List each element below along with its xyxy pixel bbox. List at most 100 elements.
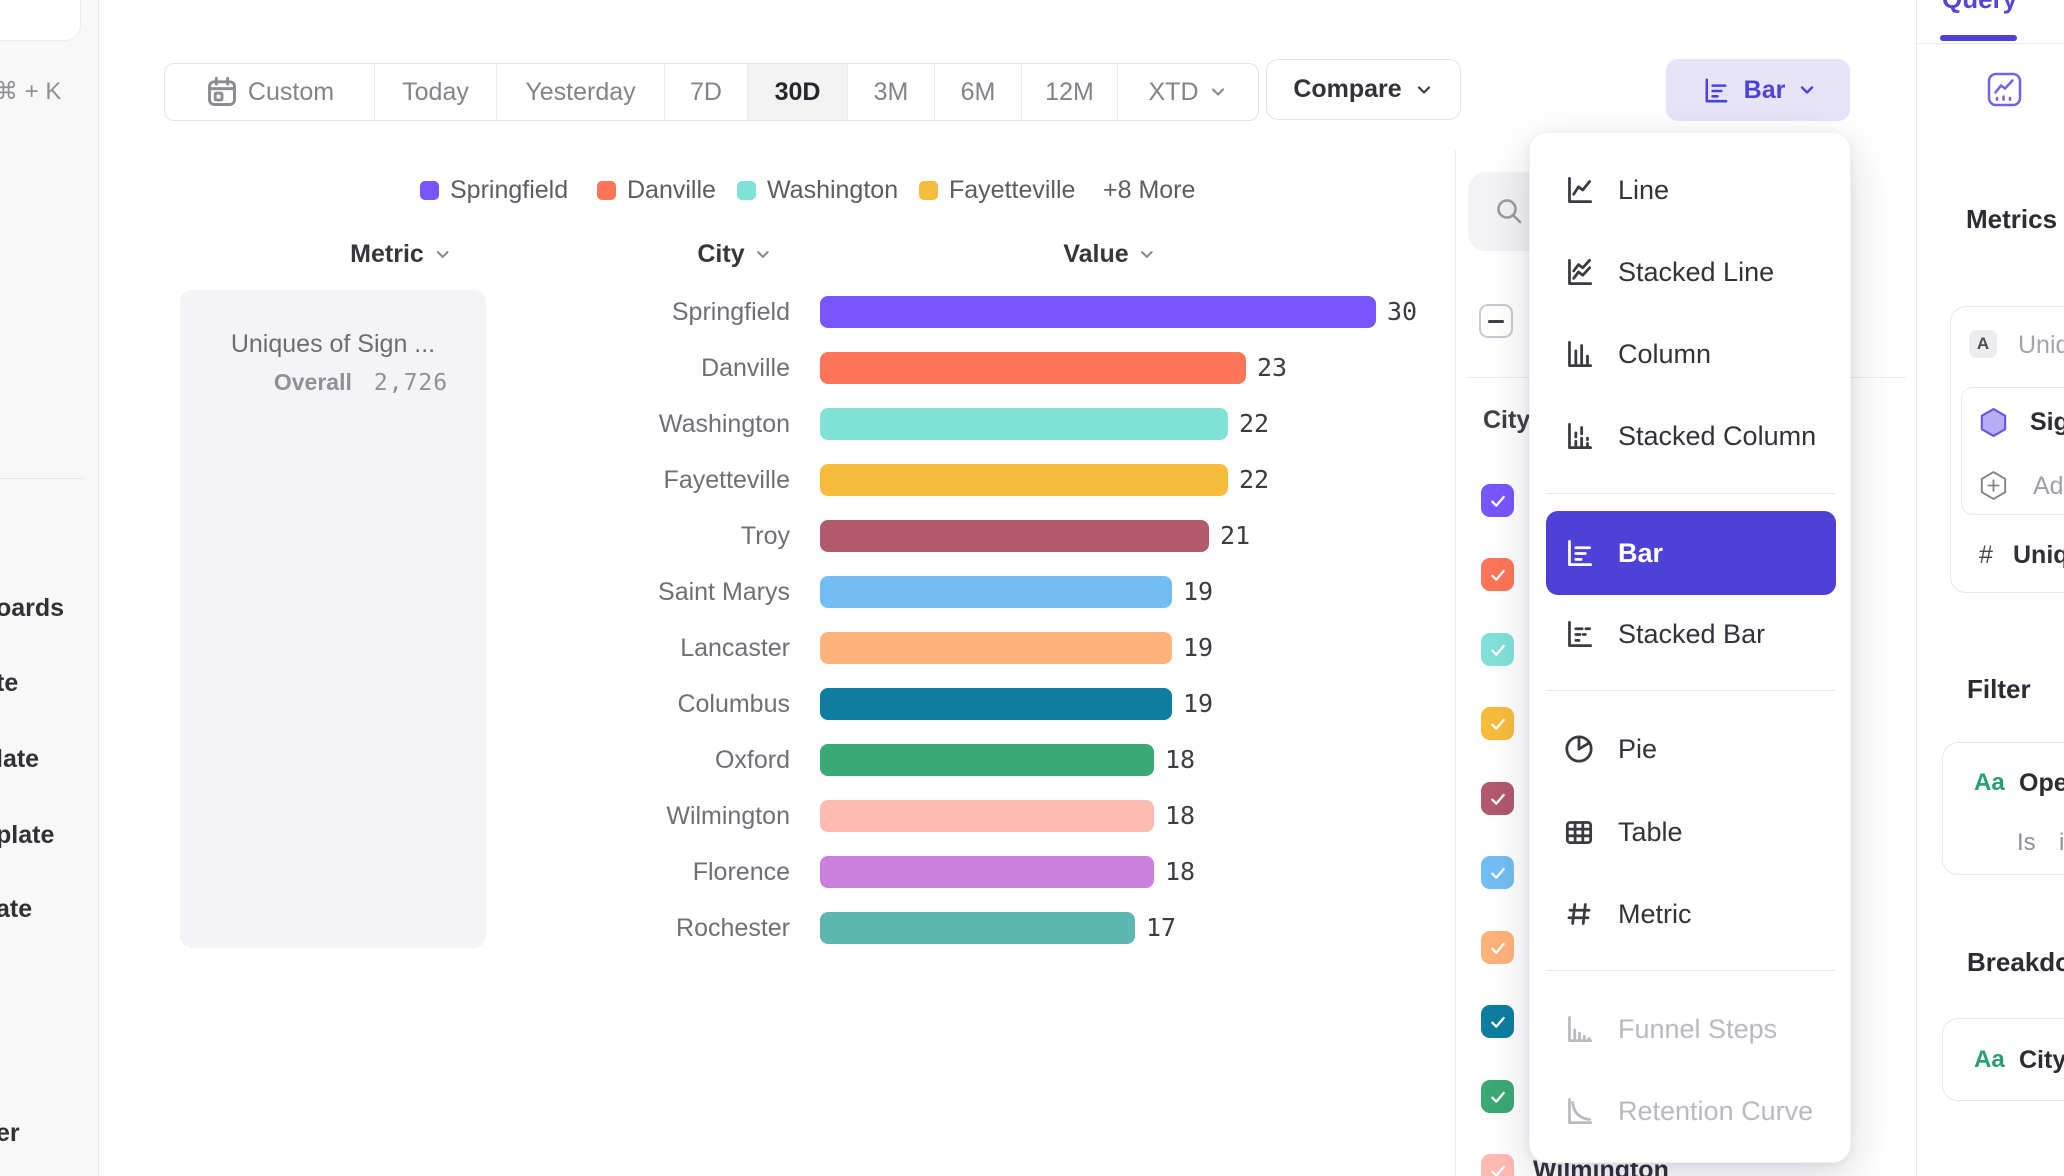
check-icon <box>1490 942 1505 954</box>
date-range-label: Yesterday <box>525 77 636 106</box>
bar[interactable] <box>820 352 1246 384</box>
menu-item-column[interactable]: Column <box>1530 313 1850 395</box>
legend-item[interactable]: Washington <box>737 176 898 205</box>
date-range-custom[interactable]: Custom <box>165 64 374 120</box>
sidebar-divider <box>0 478 83 479</box>
series-checkbox[interactable] <box>1481 633 1514 666</box>
insights-report-icon[interactable] <box>1986 71 2023 108</box>
menu-item-bar[interactable]: Bar <box>1546 511 1836 595</box>
bar[interactable] <box>820 296 1376 328</box>
series-checkbox[interactable] <box>1481 782 1514 815</box>
series-checkbox[interactable] <box>1481 707 1514 740</box>
bar[interactable] <box>820 800 1154 832</box>
series-checkbox[interactable] <box>1481 1005 1514 1038</box>
bar[interactable] <box>820 464 1228 496</box>
bar[interactable] <box>820 856 1154 888</box>
table-icon <box>1565 821 1593 844</box>
menu-item-label: Line <box>1618 174 1670 205</box>
all-selector-badge[interactable]: A <box>1969 330 1997 358</box>
series-checkbox[interactable] <box>1481 558 1514 591</box>
legend-item[interactable]: Fayetteville <box>919 176 1075 205</box>
sidebar-item[interactable]: te <box>0 669 19 697</box>
menu-item-stacked-bar[interactable]: Stacked Bar <box>1530 593 1850 675</box>
legend-more[interactable]: +8 More <box>1103 176 1195 205</box>
filter-operator[interactable]: Is <box>2017 829 2036 856</box>
legend-swatch <box>737 181 756 200</box>
date-range-6m[interactable]: 6M <box>934 64 1021 120</box>
legend-swatch <box>597 181 616 200</box>
legend-item[interactable]: Springfield <box>420 176 568 205</box>
breakdown-property[interactable]: City <box>2019 1046 2064 1074</box>
column-header-label: Value <box>1063 240 1129 268</box>
sidebar-item[interactable]: oards <box>0 594 65 622</box>
add-event-label[interactable]: Add <box>2033 472 2064 500</box>
date-range-30d[interactable]: 30D <box>747 64 847 120</box>
event-hexagon-icon[interactable] <box>1978 407 2009 438</box>
bar-value-label: 18 <box>1165 857 1196 886</box>
sidebar-item[interactable]: plate <box>0 821 55 849</box>
legend-label: Springfield <box>450 176 569 204</box>
sidebar-item[interactable]: er <box>0 1119 20 1147</box>
bar[interactable] <box>820 576 1172 608</box>
filter-card: Aa Operating Is iO <box>1942 742 2064 875</box>
check-icon <box>1490 867 1505 879</box>
date-range-7d[interactable]: 7D <box>664 64 747 120</box>
series-checkbox[interactable] <box>1481 484 1514 517</box>
filter-value[interactable]: iO <box>2059 829 2064 856</box>
count-type-label[interactable]: Unique Us <box>2013 541 2064 569</box>
bar[interactable] <box>820 744 1154 776</box>
date-range-12m[interactable]: 12M <box>1021 64 1117 120</box>
chevron-down-icon <box>1417 85 1430 94</box>
column-header-value[interactable]: Value <box>1063 240 1156 269</box>
series-checkbox[interactable] <box>1481 1080 1514 1113</box>
bar-category-label: Rochester <box>676 914 790 942</box>
bar[interactable] <box>820 688 1172 720</box>
menu-item-metric[interactable]: Metric <box>1530 873 1850 955</box>
chart-type-button[interactable]: Bar <box>1666 59 1850 121</box>
query-panel-divider <box>1917 43 2064 44</box>
bar[interactable] <box>820 520 1209 552</box>
sidebar-item[interactable]: late <box>0 745 40 773</box>
menu-item-stacked-line[interactable]: Stacked Line <box>1530 231 1850 313</box>
check-icon <box>1490 1016 1505 1028</box>
metric-card[interactable]: Uniques of Sign ... Overall 2,726 <box>180 290 486 948</box>
date-range-label: Today <box>402 77 469 106</box>
column-header-metric[interactable]: Metric <box>350 240 452 269</box>
date-range-today[interactable]: Today <box>374 64 496 120</box>
legend-item[interactable]: Danville <box>597 176 716 205</box>
chevron-down-icon <box>436 251 449 258</box>
event-name[interactable]: Sign <box>2030 408 2064 436</box>
date-range-3m[interactable]: 3M <box>847 64 934 120</box>
menu-item-table[interactable]: Table <box>1530 791 1850 873</box>
bar[interactable] <box>820 912 1135 944</box>
stacked-bar-chart-icon <box>1568 620 1593 648</box>
menu-item-pie[interactable]: Pie <box>1530 708 1850 790</box>
bar-value-label: 17 <box>1146 913 1177 942</box>
menu-item-label: Stacked Bar <box>1618 618 1766 649</box>
menu-divider <box>1546 493 1836 494</box>
add-event-icon[interactable] <box>1978 470 2009 501</box>
sidebar-top-card <box>0 0 81 41</box>
column-header-city[interactable]: City <box>697 240 772 269</box>
filter-property[interactable]: Operating <box>2019 769 2064 797</box>
bar-category-label: Springfield <box>671 298 790 326</box>
menu-item-stacked-column[interactable]: Stacked Column <box>1530 395 1850 477</box>
date-range-yesterday[interactable]: Yesterday <box>496 64 664 120</box>
sidebar-item[interactable]: ate <box>0 895 33 923</box>
bar-value-label: 30 <box>1387 297 1418 326</box>
date-range-xtd[interactable]: XTD <box>1117 64 1258 120</box>
compare-button-label: Compare <box>1293 75 1402 103</box>
column-chart-icon <box>1568 340 1593 368</box>
menu-item-line[interactable]: Line <box>1530 149 1850 231</box>
series-checkbox[interactable] <box>1481 1154 1514 1176</box>
compare-button[interactable]: Compare <box>1266 59 1461 120</box>
series-checkbox[interactable] <box>1481 931 1514 964</box>
chevron-down-icon <box>1211 88 1224 96</box>
bar[interactable] <box>820 408 1228 440</box>
legend-swatch <box>420 181 439 200</box>
tab-query[interactable]: Query <box>1942 0 2017 14</box>
series-checkbox[interactable] <box>1481 856 1514 889</box>
bar[interactable] <box>820 632 1172 664</box>
select-all-checkbox[interactable] <box>1479 304 1513 338</box>
date-range-picker: Custom Today Yesterday 7D 30D 3M 6M 12M XTD <box>164 63 1259 121</box>
